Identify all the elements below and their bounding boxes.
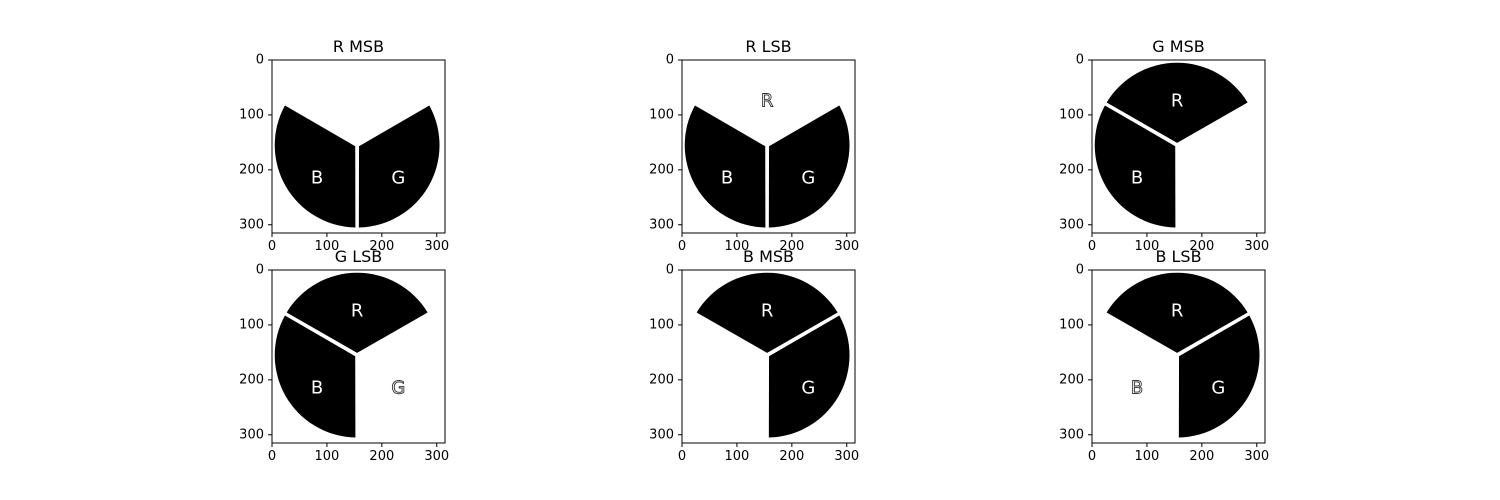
y-tick-label: 300 <box>649 427 674 442</box>
x-tick-label: 0 <box>678 449 686 464</box>
x-tick-label: 0 <box>268 449 276 464</box>
y-tick-label: 200 <box>649 372 674 387</box>
sector-b <box>274 315 356 438</box>
x-tick-label: 200 <box>369 449 394 464</box>
y-tick-label: 300 <box>1059 217 1084 232</box>
y-tick-label: 200 <box>1059 162 1084 177</box>
x-tick-label: 200 <box>1189 239 1214 254</box>
y-tick-label: 200 <box>1059 372 1084 387</box>
x-tick-label: 300 <box>1244 449 1269 464</box>
panel-b-lsb: R B G 0 100 200 300 0 100 200 300 B LSB <box>1059 247 1269 464</box>
region-label-b: B <box>311 168 323 189</box>
region-label-r: R <box>761 301 774 322</box>
x-tick-label: 0 <box>1088 449 1096 464</box>
sector-g <box>768 105 850 228</box>
x-tick-label: 0 <box>678 239 686 254</box>
x-tick-label: 300 <box>424 449 449 464</box>
x-tick-label: 100 <box>1135 449 1160 464</box>
y-tick-label: 200 <box>239 162 264 177</box>
region-label-b: B <box>721 168 733 189</box>
sector-r <box>1106 272 1248 353</box>
sector-g <box>768 315 850 438</box>
sector-r <box>286 272 428 353</box>
panel-title: G LSB <box>335 247 383 266</box>
sector-b <box>274 105 356 228</box>
sector-r <box>1106 62 1248 143</box>
panel-title: R MSB <box>333 37 384 56</box>
panel-r-lsb: R B G 0 100 200 300 0 100 200 300 R LSB <box>649 37 859 254</box>
panel-title: B MSB <box>743 247 794 266</box>
x-tick-label: 100 <box>1135 239 1160 254</box>
y-tick-label: 100 <box>649 107 674 122</box>
panel-b-msb: R G 0 100 200 300 0 100 200 300 B MSB <box>649 247 859 464</box>
axes-frame <box>681 269 856 444</box>
region-label-g: G <box>801 378 815 399</box>
region-label-g: G <box>391 378 405 399</box>
y-tick-label: 0 <box>1076 53 1084 68</box>
y-tick-label: 0 <box>666 263 674 278</box>
axes-frame <box>1091 269 1266 444</box>
y-tick-label: 100 <box>1059 107 1084 122</box>
x-tick-label: 100 <box>725 449 750 464</box>
panel-r-msb: B G 0 100 200 300 0 100 200 300 R MSB <box>239 37 449 254</box>
region-label-r: R <box>1171 91 1184 112</box>
sector-r <box>696 272 838 353</box>
axes-frame <box>1091 59 1266 234</box>
sector-b <box>684 105 766 228</box>
x-tick-label: 200 <box>1189 449 1214 464</box>
y-tick-label: 200 <box>649 162 674 177</box>
y-tick-label: 100 <box>239 317 264 332</box>
axes-frame <box>681 59 856 234</box>
region-label-r: R <box>1171 301 1184 322</box>
x-tick-label: 200 <box>779 449 804 464</box>
sector-g <box>1178 315 1260 438</box>
region-label-r: R <box>761 91 774 112</box>
region-label-b: B <box>1131 378 1143 399</box>
x-tick-label: 0 <box>1088 239 1096 254</box>
y-tick-label: 0 <box>1076 263 1084 278</box>
x-tick-label: 300 <box>424 239 449 254</box>
y-tick-label: 0 <box>256 263 264 278</box>
y-tick-label: 300 <box>239 217 264 232</box>
y-tick-label: 100 <box>239 107 264 122</box>
y-tick-label: 200 <box>239 372 264 387</box>
axes-frame <box>271 59 446 234</box>
x-tick-label: 200 <box>369 239 394 254</box>
x-tick-label: 0 <box>268 239 276 254</box>
axes-frame <box>271 269 446 444</box>
panel-g-msb: R B 0 100 200 300 0 100 200 300 G MSB <box>1059 37 1269 254</box>
sector-b <box>1094 105 1176 228</box>
x-tick-label: 100 <box>315 449 340 464</box>
x-tick-label: 200 <box>779 239 804 254</box>
y-tick-label: 300 <box>1059 427 1084 442</box>
region-label-r: R <box>351 301 364 322</box>
y-tick-label: 100 <box>649 317 674 332</box>
x-tick-label: 300 <box>834 449 859 464</box>
panel-title: B LSB <box>1155 247 1201 266</box>
panel-g-lsb: R B G 0 100 200 300 0 100 200 300 G LSB <box>239 247 449 464</box>
region-label-b: B <box>311 378 323 399</box>
x-tick-label: 100 <box>315 239 340 254</box>
region-label-b: B <box>1131 168 1143 189</box>
panel-title: G MSB <box>1152 37 1204 56</box>
region-label-g: G <box>801 168 815 189</box>
sector-g <box>358 105 440 228</box>
x-tick-label: 300 <box>834 239 859 254</box>
y-tick-label: 100 <box>1059 317 1084 332</box>
region-label-g: G <box>1211 378 1225 399</box>
y-tick-label: 300 <box>239 427 264 442</box>
x-tick-label: 100 <box>725 239 750 254</box>
y-tick-label: 0 <box>666 53 674 68</box>
panel-title: R LSB <box>745 37 791 56</box>
x-tick-label: 300 <box>1244 239 1269 254</box>
region-label-g: G <box>391 168 405 189</box>
y-tick-label: 0 <box>256 53 264 68</box>
y-tick-label: 300 <box>649 217 674 232</box>
